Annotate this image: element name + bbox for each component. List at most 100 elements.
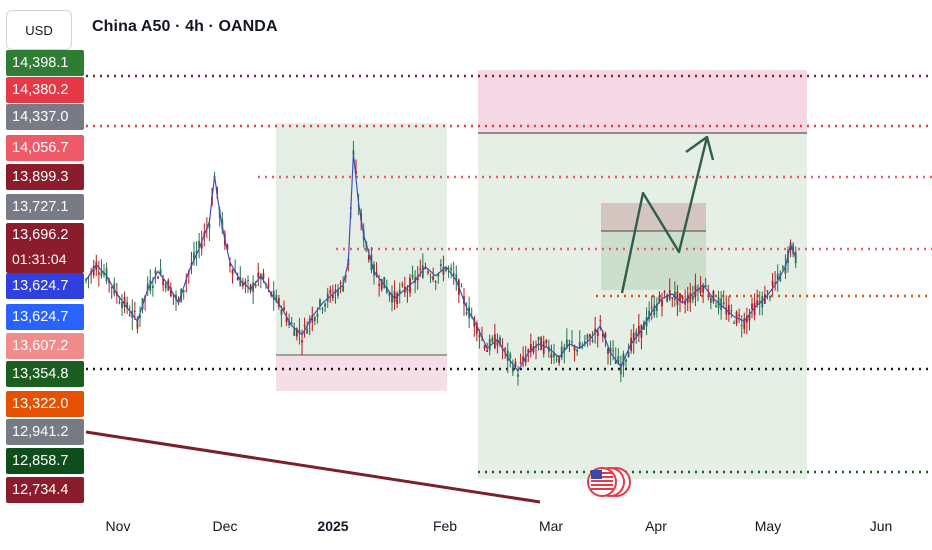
candle-body	[707, 295, 710, 297]
candle-body	[388, 292, 391, 296]
candle-body	[483, 346, 486, 349]
x-axis-label: 2025	[317, 518, 348, 534]
candle-body	[244, 281, 247, 286]
candle-body	[169, 287, 172, 297]
candle-body	[239, 276, 242, 287]
candle-body	[252, 282, 255, 292]
x-axis-label: Apr	[645, 518, 667, 534]
price-label-value: 13,322.0	[12, 396, 69, 412]
price-label-value: 13,624.7	[12, 309, 69, 325]
candle-body	[378, 283, 381, 286]
candle-body	[447, 267, 450, 269]
candle-body	[121, 302, 123, 308]
price-label: 13,322.0	[6, 391, 84, 417]
candle-body	[95, 261, 98, 270]
price-label: 13,899.3	[6, 164, 84, 190]
candle-body	[182, 290, 185, 293]
candle-body	[200, 242, 203, 249]
candle-body	[416, 276, 419, 281]
candle-body	[316, 313, 319, 317]
price-label-value: 14,056.7	[12, 140, 69, 156]
candle-body	[175, 294, 177, 300]
candle-body	[601, 333, 604, 337]
candle-body	[385, 287, 388, 293]
candle-body	[583, 341, 586, 345]
candle-body	[609, 347, 612, 354]
candle-body	[288, 320, 291, 326]
candle-body	[545, 340, 548, 344]
candle-body	[771, 280, 774, 286]
price-label-value: 13,899.3	[12, 169, 69, 185]
candle-body	[607, 348, 609, 354]
candle-body	[295, 328, 298, 337]
candle-body	[550, 354, 553, 358]
candle-body	[313, 317, 316, 321]
flag-stripe	[591, 484, 613, 486]
candle-body	[596, 330, 599, 337]
price-scale-labels: 14,398.1 14,380.2 14,337.0 14,056.7 13,899.3…	[6, 0, 84, 550]
candle-body	[326, 293, 329, 302]
candle-body	[604, 333, 607, 338]
price-label: 13,696.2 01:31:04	[6, 223, 84, 273]
candle-body	[450, 267, 453, 271]
candle-body	[401, 284, 404, 286]
candle-body	[753, 302, 756, 316]
candle-body	[434, 281, 437, 283]
candle-body	[280, 309, 283, 315]
candle-body	[589, 334, 591, 338]
candle-body	[396, 293, 399, 304]
candle-body	[411, 274, 414, 278]
candle-body	[748, 314, 751, 321]
candle-body	[427, 271, 429, 274]
candle-body	[594, 328, 597, 333]
price-label-value: 14,380.2	[12, 82, 69, 98]
candle-body	[578, 341, 581, 349]
candle-body	[321, 308, 324, 310]
candle-body	[756, 300, 759, 305]
candle-body	[766, 290, 769, 292]
candle-body	[293, 328, 296, 336]
candle-body	[164, 283, 167, 289]
price-label: 13,607.2	[6, 333, 84, 359]
candle-body	[460, 286, 463, 288]
currency-button[interactable]: USD	[6, 10, 72, 50]
candle-body	[195, 251, 198, 255]
candle-body	[136, 320, 139, 329]
x-axis-label: Feb	[433, 518, 457, 534]
candle-body	[730, 310, 733, 312]
candle-body	[488, 339, 491, 351]
candle-body	[709, 297, 712, 303]
price-label: 13,354.8	[6, 361, 84, 387]
candle-body	[198, 240, 201, 248]
x-axis-label: Dec	[213, 518, 238, 534]
candle-body	[486, 350, 489, 353]
candle-body	[571, 341, 573, 343]
price-label-value: 13,607.2	[12, 338, 69, 354]
candle-body	[383, 277, 386, 289]
candle-body	[691, 295, 694, 300]
candle-body	[535, 346, 537, 348]
candle-body	[522, 356, 525, 362]
candle-body	[689, 292, 692, 303]
candle-body	[177, 299, 180, 301]
candle-body	[761, 296, 764, 308]
zone-red-dec	[276, 355, 447, 391]
candle-body	[612, 350, 615, 352]
price-label: 13,727.1	[6, 194, 84, 220]
price-label: 14,380.2	[6, 77, 84, 103]
countdown-timer: 01:31:04	[12, 251, 67, 267]
candle-body	[445, 267, 447, 271]
price-label: 13,624.7	[6, 273, 84, 299]
candle-body	[637, 325, 640, 335]
candle-body	[285, 317, 288, 323]
candle-body	[774, 282, 777, 284]
candle-body	[157, 276, 159, 279]
candle-body	[617, 356, 620, 364]
candle-body	[573, 345, 576, 351]
candle-body	[126, 302, 129, 309]
price-label: 12,858.7	[6, 448, 84, 474]
candle-body	[241, 282, 244, 287]
candle-body	[283, 307, 285, 311]
candle-body	[614, 359, 617, 364]
